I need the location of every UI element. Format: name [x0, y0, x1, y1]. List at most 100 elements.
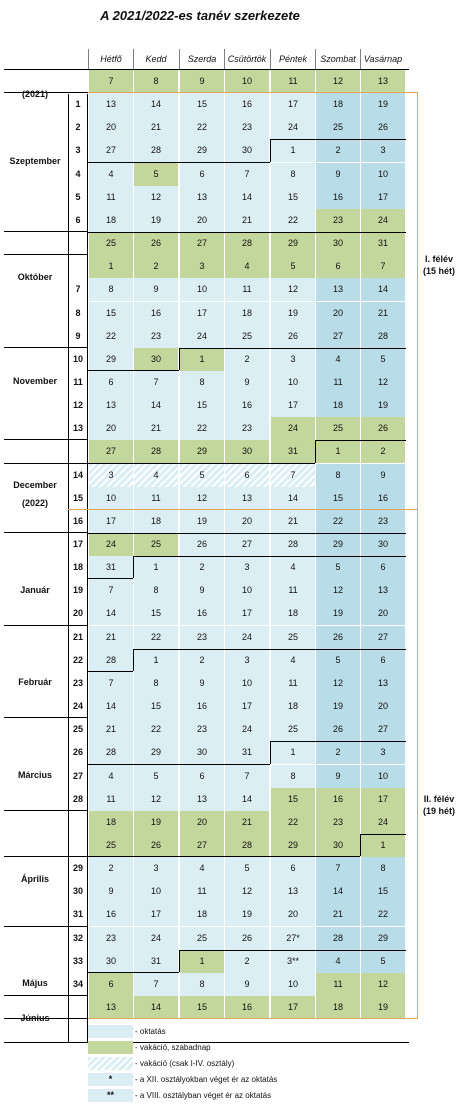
day-cell: 29: [179, 139, 224, 162]
month-step: [88, 463, 315, 464]
day-cell: 16: [224, 93, 269, 116]
day-cell: 16: [224, 996, 269, 1019]
month-rule: [4, 532, 88, 533]
month-rule: [4, 926, 88, 927]
day-cell: 24: [224, 718, 269, 741]
day-cell: 2: [179, 649, 224, 672]
month-rule: [4, 717, 88, 718]
day-cell: 10: [360, 765, 405, 788]
day-cell: 17: [270, 93, 315, 116]
day-cell: 19: [133, 811, 178, 834]
day-cell: 29: [179, 440, 224, 463]
day-cell: 13: [179, 186, 224, 209]
day-cell: 19: [133, 209, 178, 232]
month-label: Október: [17, 272, 53, 282]
day-cell: 30: [315, 232, 360, 255]
week-col-rule: [87, 94, 88, 1042]
year-label-2021: (2021): [21, 89, 48, 99]
day-cell: 20: [88, 417, 133, 440]
month-step: [88, 578, 133, 579]
day-cell: 7: [88, 70, 133, 93]
day-cell: 24: [133, 927, 178, 950]
day-cell: 17: [270, 394, 315, 417]
day-cell: 28: [270, 533, 315, 556]
day-cell: 13: [88, 93, 133, 116]
day-cell: 6: [224, 464, 269, 487]
day-cell: 9: [179, 672, 224, 695]
day-cell: 18: [270, 602, 315, 625]
day-cell: 21: [224, 209, 269, 232]
day-cell: 17: [224, 695, 269, 718]
day-cell: 10: [133, 880, 178, 903]
semester-rule: [88, 1018, 418, 1019]
day-cell: 16: [360, 487, 405, 510]
day-cell: 27: [88, 139, 133, 162]
day-cell: 12: [315, 579, 360, 602]
month-rule: [4, 810, 88, 811]
day-cell: 12: [270, 278, 315, 301]
day-cell: 16: [133, 302, 178, 325]
day-cell: 23: [88, 927, 133, 950]
day-cell: 11: [270, 70, 315, 93]
day-cell: 22: [270, 209, 315, 232]
day-cell: 11: [315, 371, 360, 394]
day-cell: 18: [224, 302, 269, 325]
day-cell: 15: [270, 788, 315, 811]
week-number: 30: [72, 886, 83, 896]
day-cell: 6: [179, 163, 224, 186]
day-cell: 20: [88, 116, 133, 139]
day-header-4: Péntek: [270, 49, 315, 69]
day-cell: 31: [224, 741, 269, 764]
day-cell: 11: [315, 973, 360, 996]
day-cell: 20: [224, 510, 269, 533]
day-cell: 14: [224, 788, 269, 811]
day-cell: 3: [224, 649, 269, 672]
day-cell: 16: [179, 602, 224, 625]
day-cell: 9: [179, 579, 224, 602]
day-cell: 3: [360, 139, 405, 162]
day-cell: 2: [88, 857, 133, 880]
day-cell: 17: [179, 302, 224, 325]
day-cell: 19: [315, 602, 360, 625]
day-cell: 21: [133, 116, 178, 139]
semester-1-title: I. félév: [424, 254, 453, 264]
day-cell: 23: [224, 116, 269, 139]
day-cell: 25: [270, 718, 315, 741]
day-cell: 14: [133, 996, 178, 1019]
day-cell: 18: [270, 695, 315, 718]
day-cell: 8: [179, 973, 224, 996]
day-cell: 30: [88, 950, 133, 973]
day-cell: 8: [133, 579, 178, 602]
day-cell: 22: [179, 116, 224, 139]
day-cell: 12: [315, 70, 360, 93]
day-cell: 28: [224, 834, 269, 857]
day-cell: 26: [224, 927, 269, 950]
day-header-5: Szombat: [315, 49, 360, 69]
day-cell: 22: [133, 626, 178, 649]
day-cell: 18: [179, 903, 224, 926]
day-cell: 18: [133, 510, 178, 533]
day-cell: 7: [224, 765, 269, 788]
day-cell: 6: [360, 649, 405, 672]
day-cell: 21: [315, 903, 360, 926]
legend-text: - a VIII. osztályban véget ér az oktatás: [135, 1091, 272, 1100]
month-rule: [4, 856, 88, 857]
month-step: [133, 649, 134, 671]
day-cell: 25: [88, 232, 133, 255]
semester-1-weeks: (15 hét): [422, 266, 455, 276]
day-cell: 7: [360, 255, 405, 278]
day-cell: 10: [270, 371, 315, 394]
month-label: Szeptember: [9, 156, 61, 166]
day-cell: 13: [224, 487, 269, 510]
day-cell: 10: [360, 163, 405, 186]
day-cell: 7: [88, 579, 133, 602]
day-cell: 29: [133, 741, 178, 764]
day-cell: 27: [360, 718, 405, 741]
day-cell: 27: [315, 325, 360, 348]
legend-text: - vakáció, szabadnap: [135, 1043, 211, 1052]
day-cell: 2: [133, 255, 178, 278]
week-number: 5: [75, 192, 81, 202]
day-cell: 22: [270, 811, 315, 834]
day-cell: 2: [315, 741, 360, 764]
day-cell: 4: [88, 765, 133, 788]
